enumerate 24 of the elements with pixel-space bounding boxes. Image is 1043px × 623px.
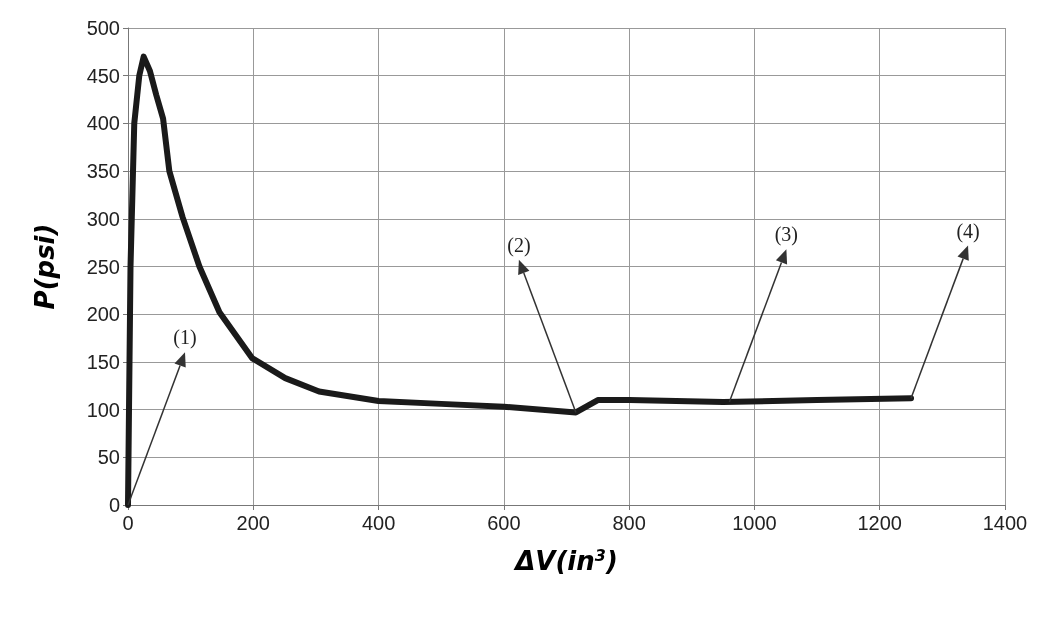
x-tick-label: 1000 xyxy=(732,512,777,534)
x-tick-label: 800 xyxy=(612,512,646,534)
x-tick-label: 1200 xyxy=(857,512,902,534)
x-tick-label: 0 xyxy=(122,512,134,534)
y-tick-label: 400 xyxy=(86,112,120,135)
y-tick-label: 250 xyxy=(86,255,120,278)
x-tick-label: 1400 xyxy=(982,512,1028,534)
annotation: (3) xyxy=(774,223,799,247)
y-tick-label: 0 xyxy=(108,494,120,516)
y-tick-label: 350 xyxy=(86,160,120,183)
y-tick-label: 50 xyxy=(97,446,120,469)
annotation: (4) xyxy=(956,219,980,243)
y-tick-label: 100 xyxy=(86,398,120,421)
y-tick-label: 150 xyxy=(86,350,120,373)
x-tick-label: 400 xyxy=(361,512,396,534)
annotation: (1) xyxy=(173,326,197,350)
annotation: (2) xyxy=(507,233,531,257)
y-axis-title: P(psi) xyxy=(30,223,60,310)
x-tick-label: 600 xyxy=(487,512,521,534)
y-tick-label: 300 xyxy=(86,207,120,230)
x-tick-label: 200 xyxy=(236,512,270,534)
y-tick-label: 450 xyxy=(86,64,120,87)
y-tick-label: 200 xyxy=(86,303,120,326)
y-tick-label: 500 xyxy=(86,17,120,39)
